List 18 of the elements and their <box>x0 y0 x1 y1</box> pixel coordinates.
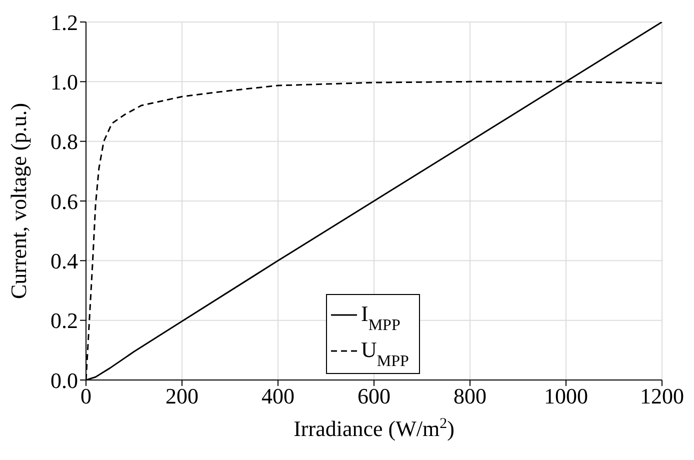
y-tick-label: 0.6 <box>50 188 78 214</box>
x-tick-label: 1000 <box>544 384 588 409</box>
legend-label: U$_{MPP}$ <box>361 337 410 370</box>
x-axis-title: Irradiance (W/m$^{2}$) <box>294 416 454 441</box>
x-tick-label: 1200 <box>640 384 684 409</box>
legend-label: I$_{MPP}$ <box>361 301 400 334</box>
y-tick-label: 1.0 <box>50 69 78 94</box>
y-tick-label: 1.2 <box>50 10 78 35</box>
x-tick-label: 400 <box>262 384 294 409</box>
y-axis-title: Current, voltage (p.u.) <box>6 102 31 300</box>
y-tick-label: 0.8 <box>50 129 78 154</box>
y-tick-label: 0.0 <box>50 368 78 393</box>
x-tick-label: 600 <box>358 384 390 409</box>
x-tick-label: 200 <box>166 384 198 409</box>
x-tick-label: 800 <box>454 384 486 409</box>
x-tick-label: 0 <box>80 384 92 409</box>
y-tick-label: 0.4 <box>50 248 78 274</box>
y-tick-label: 0.2 <box>50 308 78 334</box>
